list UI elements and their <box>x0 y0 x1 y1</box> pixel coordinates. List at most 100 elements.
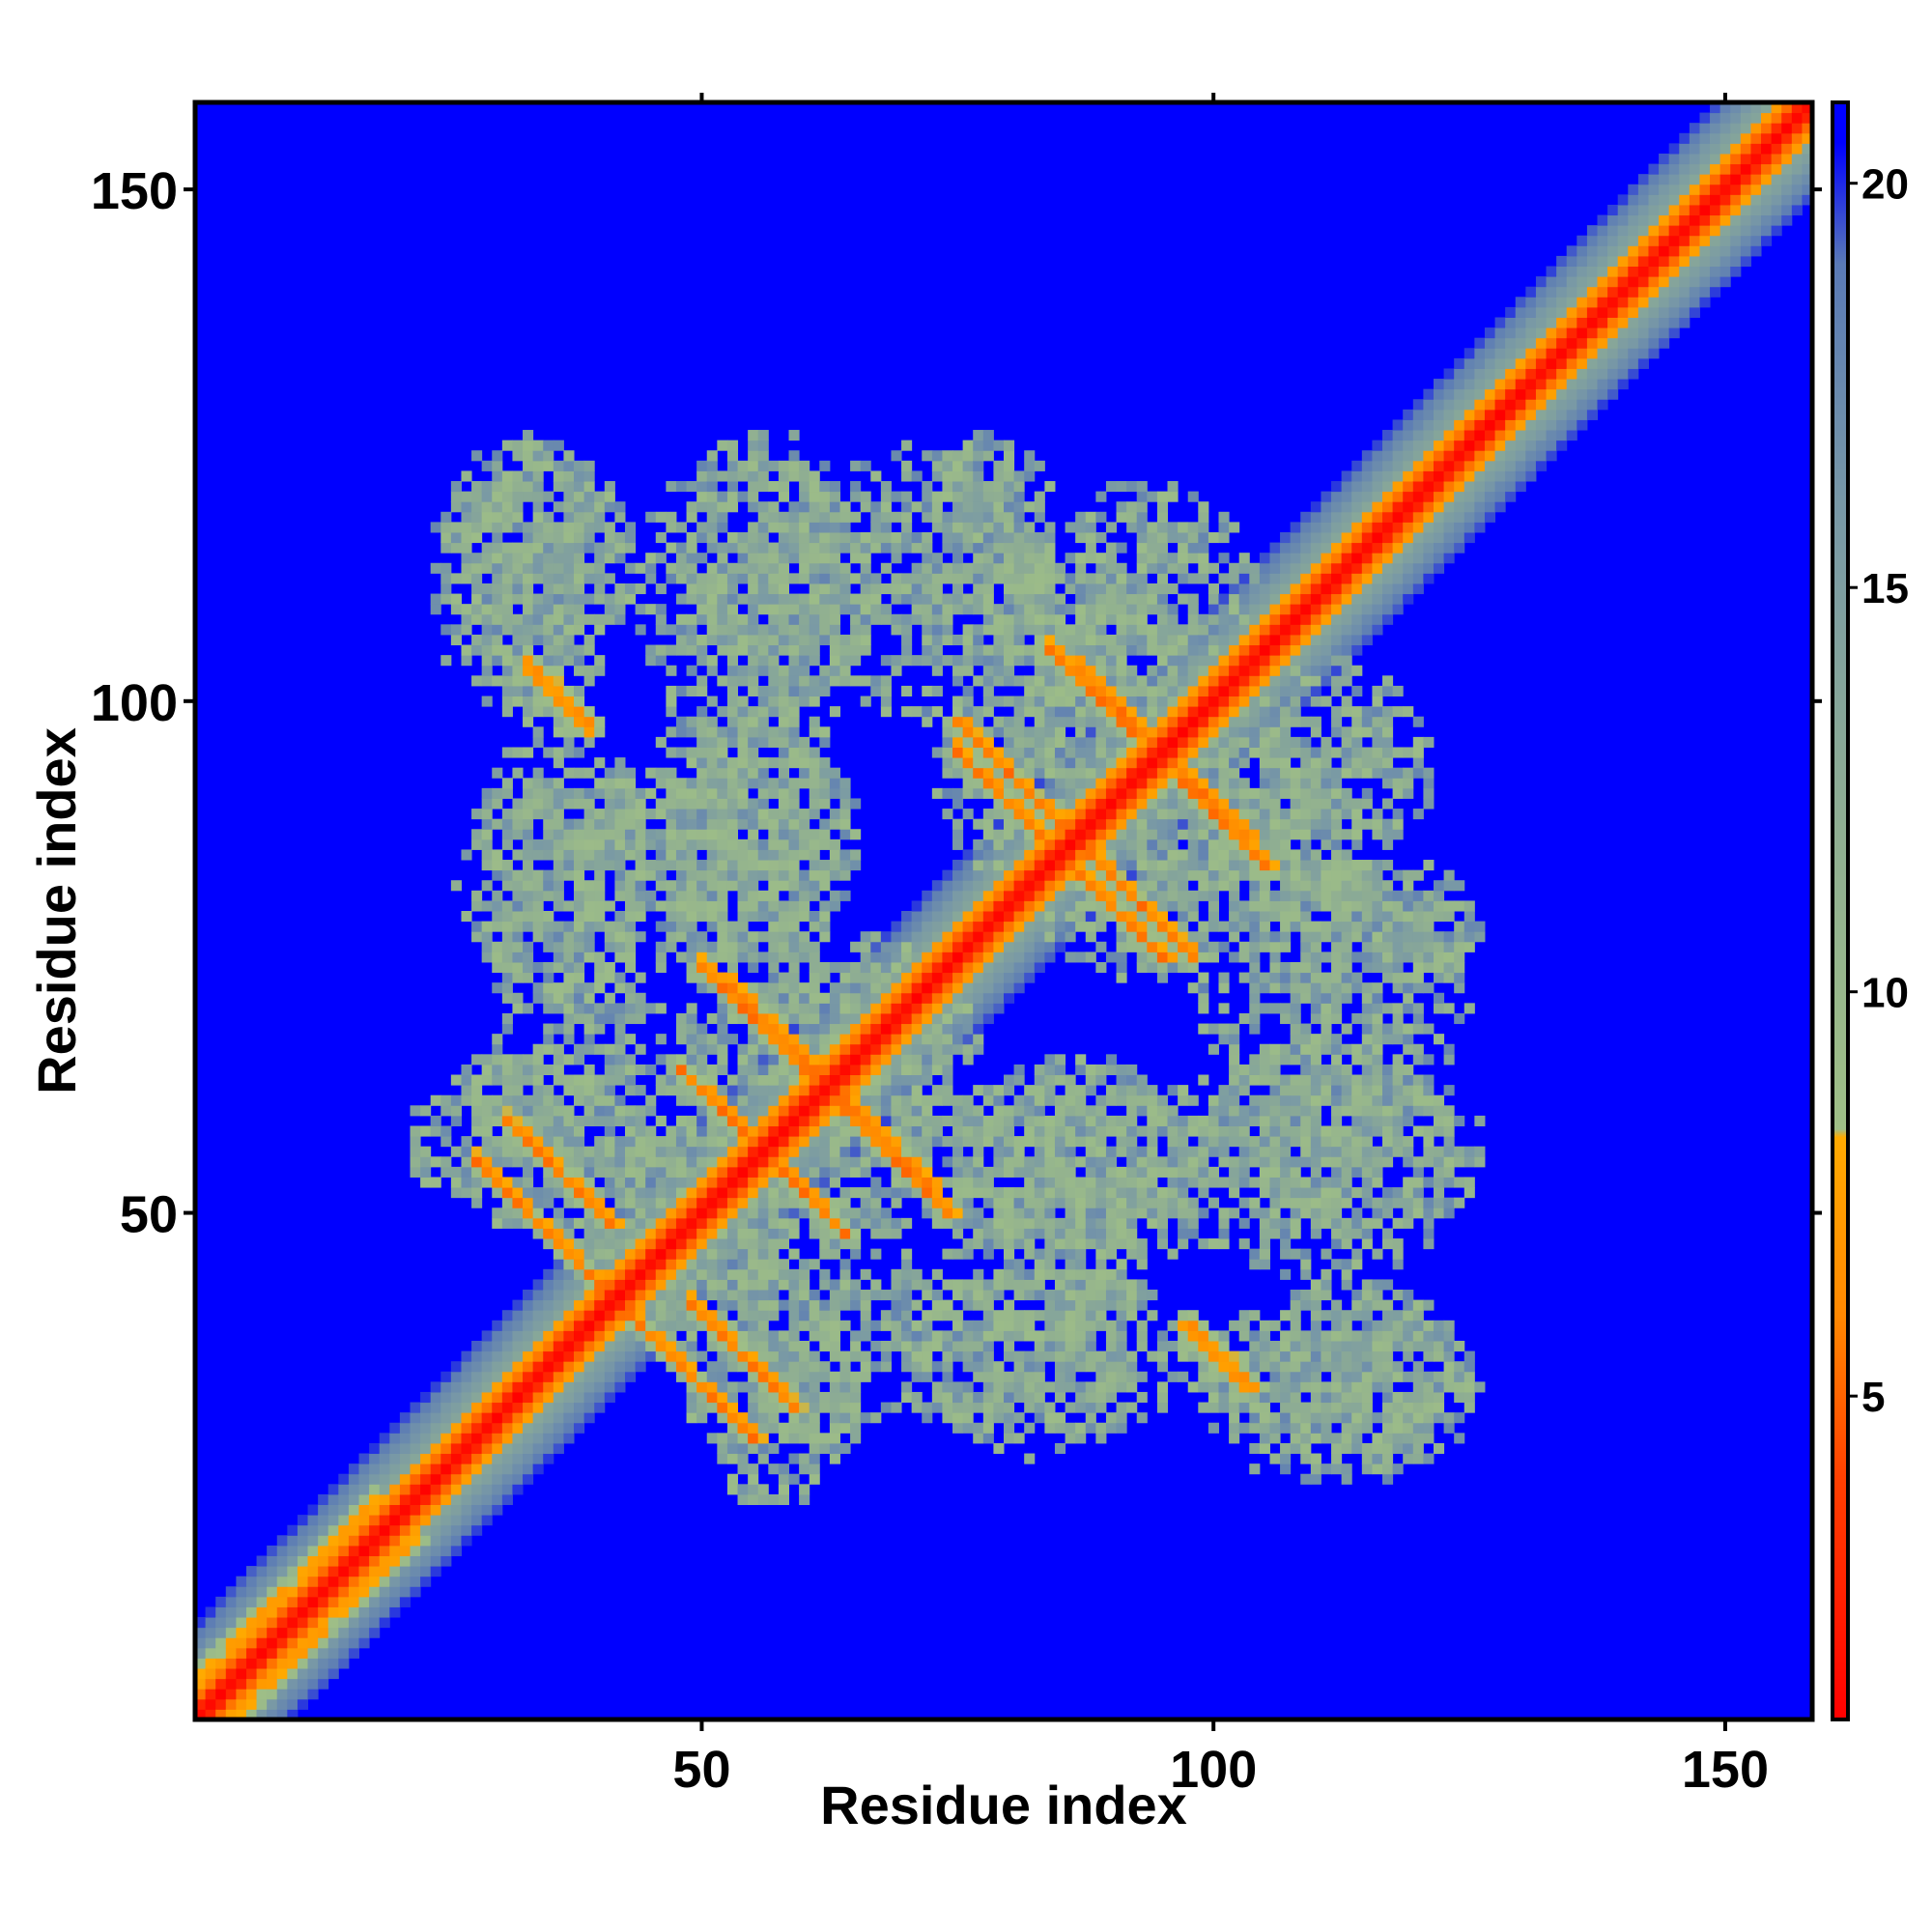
heatmap-cell <box>1044 716 1056 727</box>
heatmap-cell <box>1054 869 1066 881</box>
heatmap-cell <box>583 1361 595 1373</box>
heatmap-cell <box>982 562 994 574</box>
heatmap-cell <box>839 1361 851 1373</box>
heatmap-cell <box>737 1125 749 1137</box>
heatmap-cell <box>931 1136 943 1148</box>
heatmap-cell <box>666 696 677 707</box>
heatmap-cell <box>532 1197 544 1208</box>
heatmap-cell <box>594 1197 606 1208</box>
heatmap-cell <box>717 1402 728 1413</box>
heatmap-cell <box>410 1412 421 1424</box>
heatmap-cell <box>450 634 462 646</box>
heatmap-cell <box>1075 696 1087 707</box>
heatmap-cell <box>726 604 739 615</box>
heatmap-cell <box>553 522 564 533</box>
heatmap-cell <box>1075 675 1087 687</box>
heatmap-cell <box>604 593 615 605</box>
heatmap-cell <box>553 890 564 901</box>
heatmap-cell <box>1065 582 1076 595</box>
heatmap-cell <box>523 613 534 625</box>
heatmap-cell <box>666 1166 677 1178</box>
heatmap-cell <box>809 1054 820 1065</box>
heatmap-cell <box>768 849 780 861</box>
heatmap-cell <box>891 1054 902 1065</box>
heatmap-cell <box>829 1320 840 1331</box>
heatmap-cell <box>737 900 749 912</box>
heatmap-cell <box>574 1422 585 1434</box>
heatmap-cell <box>809 613 820 625</box>
heatmap-cell <box>450 501 462 513</box>
heatmap-cell <box>604 501 615 513</box>
heatmap-cell <box>748 829 759 840</box>
heatmap-cell <box>922 1003 933 1014</box>
heatmap-cell <box>1004 992 1015 1004</box>
heatmap-cell <box>819 829 831 840</box>
heatmap-cell <box>553 1166 564 1178</box>
heatmap-cell <box>1024 675 1036 687</box>
heatmap-cell <box>604 1217 615 1229</box>
heatmap-cell <box>1065 1146 1076 1157</box>
heatmap-cell <box>420 1576 432 1587</box>
heatmap-cell <box>1044 522 1056 533</box>
heatmap-cell <box>461 644 472 656</box>
heatmap-cell <box>574 593 585 605</box>
heatmap-cell <box>1065 1299 1076 1311</box>
heatmap-cell <box>748 604 759 615</box>
heatmap-cell <box>799 1463 810 1475</box>
heatmap-cell <box>1004 531 1015 544</box>
heatmap-cell <box>563 624 575 636</box>
heatmap-cell <box>624 1217 637 1229</box>
heatmap-cell <box>922 553 933 564</box>
heatmap-cell <box>1024 798 1036 810</box>
heatmap-cell <box>993 869 1005 881</box>
heatmap-cell <box>624 1146 637 1157</box>
heatmap-cell <box>481 809 493 820</box>
heatmap-cell <box>563 838 575 850</box>
heatmap-cell <box>430 562 441 574</box>
heatmap-cell <box>543 1391 554 1404</box>
heatmap-cell <box>1034 890 1045 901</box>
heatmap-cell <box>297 1606 309 1618</box>
heatmap-cell <box>696 890 708 901</box>
heatmap-cell <box>471 491 483 502</box>
heatmap-cell <box>706 726 718 738</box>
heatmap-cell <box>501 880 513 892</box>
heatmap-cell <box>1054 1187 1066 1199</box>
heatmap-cell <box>583 675 595 687</box>
heatmap-cell <box>788 1391 800 1404</box>
heatmap-cell <box>757 706 769 718</box>
heatmap-cell <box>850 1402 862 1413</box>
heatmap-cell <box>481 511 493 523</box>
heatmap-cell <box>962 1177 974 1188</box>
heatmap-cell <box>1024 880 1036 892</box>
heatmap-cell <box>778 1371 789 1382</box>
heatmap-cell <box>778 1422 789 1434</box>
heatmap-cell <box>523 655 534 667</box>
heatmap-cell <box>911 1371 923 1382</box>
heatmap-cell <box>799 1043 810 1055</box>
heatmap-cell <box>757 1299 769 1311</box>
heatmap-cell <box>942 869 953 881</box>
heatmap-cell <box>757 809 769 820</box>
heatmap-cell <box>891 1043 902 1055</box>
heatmap-cell <box>430 1094 441 1106</box>
heatmap-cell <box>880 491 892 502</box>
heatmap-cell <box>717 1166 728 1178</box>
heatmap-cell <box>614 1034 626 1045</box>
heatmap-cell <box>952 767 964 779</box>
heatmap-cell <box>788 1023 800 1035</box>
heatmap-cell <box>982 1433 994 1444</box>
heatmap-cell <box>492 1074 503 1086</box>
heatmap-cell <box>512 1453 524 1464</box>
heatmap-cell <box>1013 1105 1025 1117</box>
heatmap-cell <box>748 1290 759 1301</box>
heatmap-cell <box>880 501 892 513</box>
heatmap-cell <box>809 1391 820 1404</box>
heatmap-cell <box>645 1156 657 1168</box>
heatmap-cell <box>973 921 984 932</box>
heatmap-cell <box>922 531 933 544</box>
heatmap-cell <box>922 542 933 554</box>
heatmap-cell <box>574 1402 585 1413</box>
heatmap-cell <box>1024 818 1036 830</box>
heatmap-cell <box>952 1228 964 1239</box>
